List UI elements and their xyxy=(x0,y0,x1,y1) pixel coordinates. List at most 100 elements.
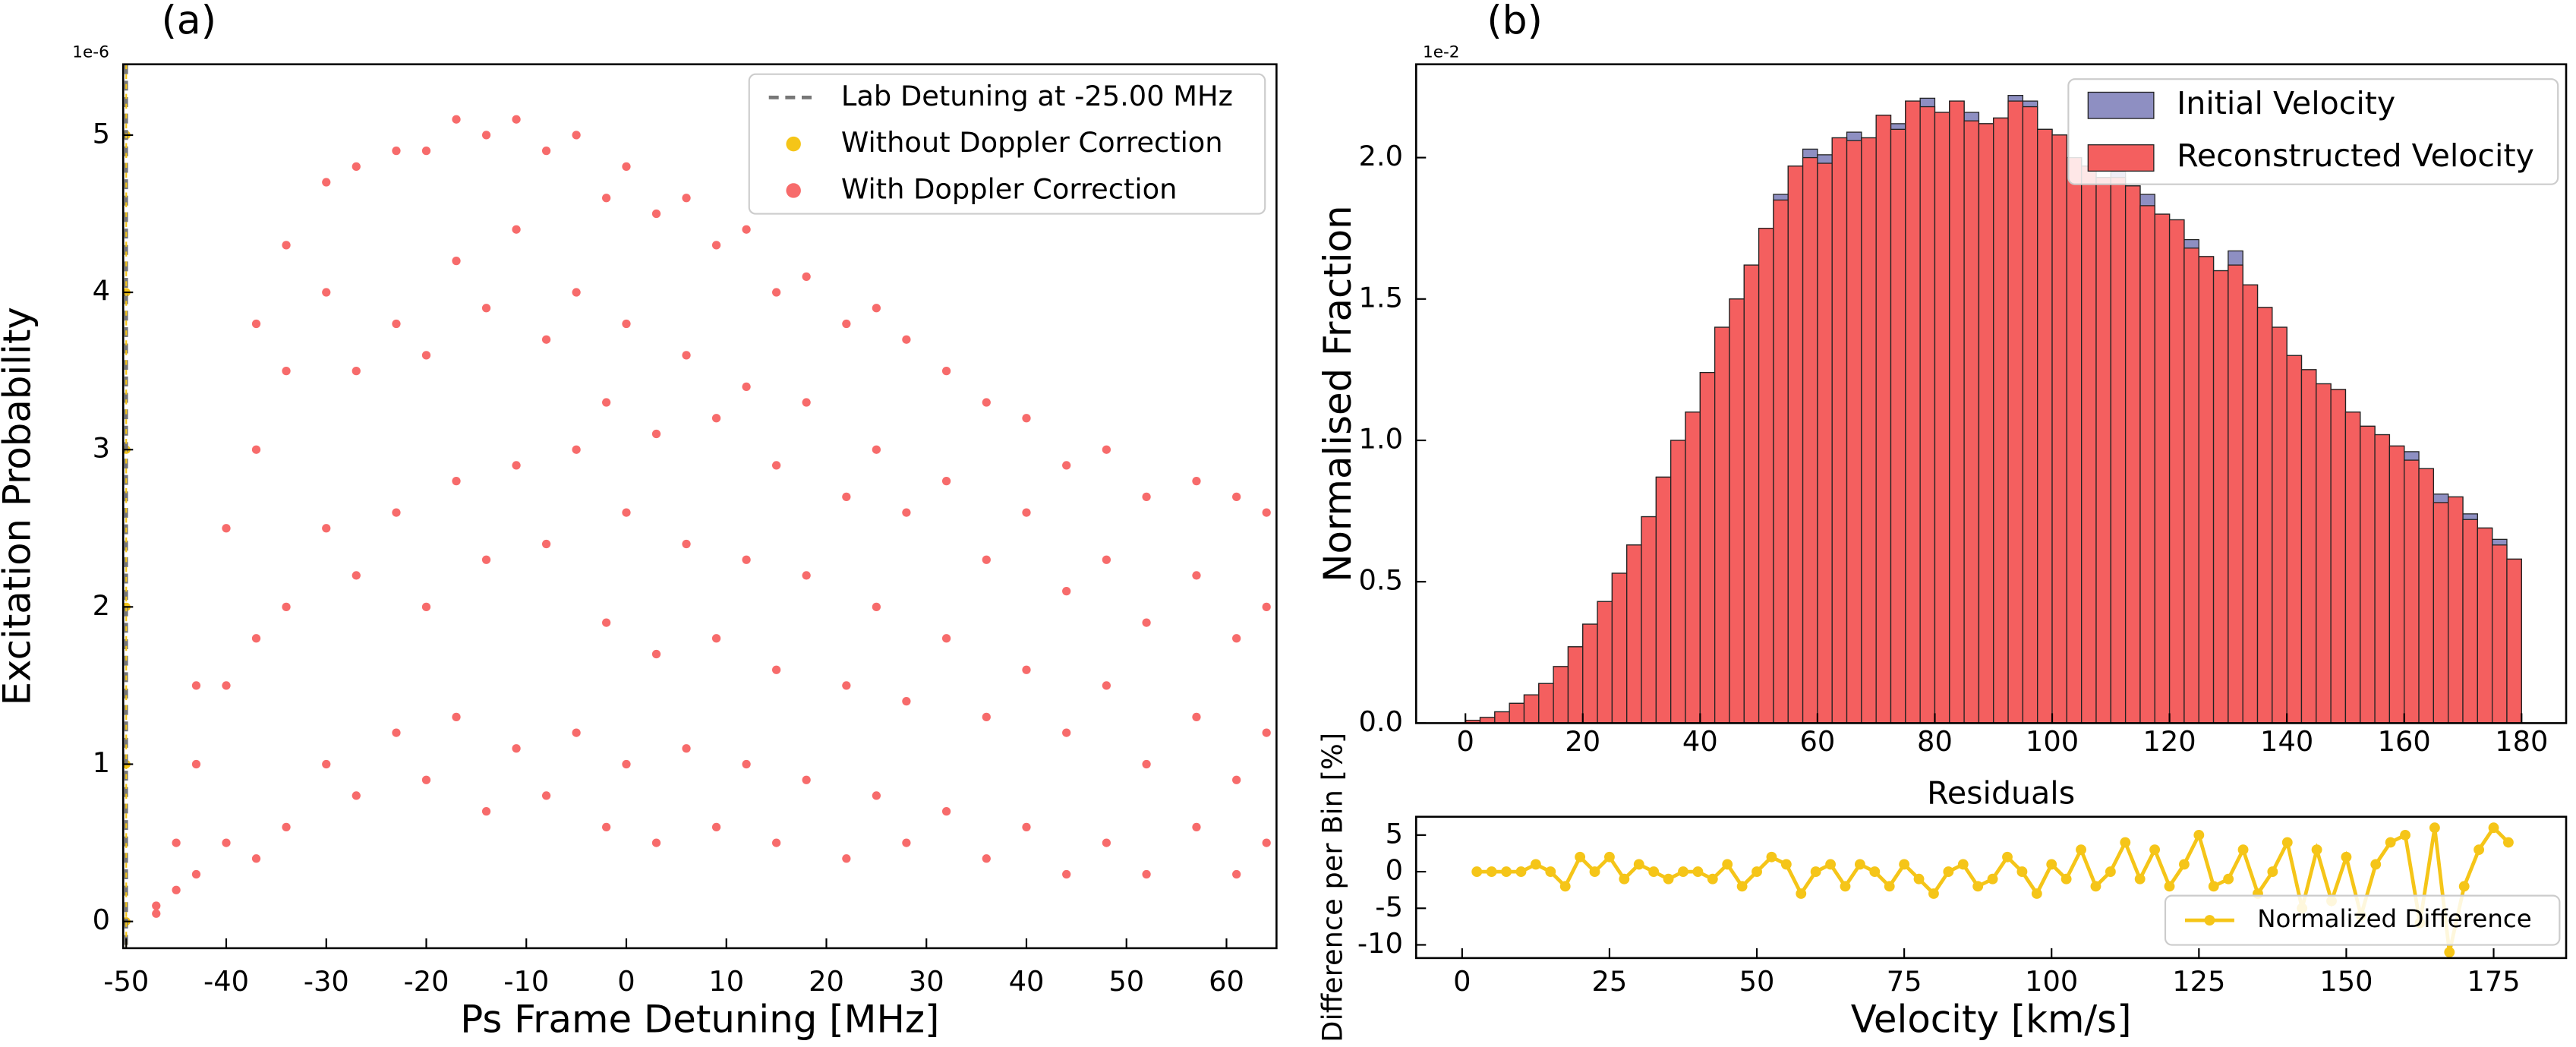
scatter-point xyxy=(1062,587,1071,596)
scatter-point xyxy=(152,909,161,918)
scatter-point xyxy=(392,319,401,329)
histogram-bar xyxy=(2388,445,2405,724)
scatter-point xyxy=(452,477,461,486)
scatter-point xyxy=(842,681,851,690)
scatter-point xyxy=(352,367,361,376)
x-tick-label: 175 xyxy=(2467,965,2520,998)
scatter-point xyxy=(711,634,721,643)
scatter-point xyxy=(1062,869,1071,879)
histogram-bar xyxy=(2242,284,2259,724)
histogram-bar xyxy=(1597,601,1613,724)
histogram-bar xyxy=(2095,177,2111,724)
scatter-point xyxy=(682,351,691,360)
scatter-point xyxy=(1262,728,1271,737)
histogram-bar xyxy=(1978,123,1994,724)
scatter-point xyxy=(622,508,631,517)
line-marker xyxy=(2208,881,2219,892)
scatter-point xyxy=(1192,571,1201,580)
histogram-bar xyxy=(2183,248,2199,724)
x-axis-label: Velocity [km/s] xyxy=(1851,998,2132,1042)
scatter-point xyxy=(1062,728,1071,737)
line-marker xyxy=(2046,859,2057,870)
scatter-point xyxy=(541,146,551,156)
scatter-point xyxy=(742,555,751,564)
scatter-point xyxy=(452,115,461,124)
scatter-point xyxy=(872,791,881,800)
y-tick-label: 0.0 xyxy=(1358,705,1402,738)
scatter-point xyxy=(682,744,691,753)
histogram-bar xyxy=(1743,264,1760,724)
x-tick-label: 80 xyxy=(1917,725,1953,758)
scatter-point xyxy=(191,869,201,879)
line-marker xyxy=(2016,866,2028,877)
scatter-point xyxy=(352,791,361,800)
histogram-bar xyxy=(2448,496,2464,724)
scatter-point xyxy=(282,241,291,250)
legend-label: Reconstructed Velocity xyxy=(2177,137,2534,174)
line-marker xyxy=(1810,866,1821,877)
scatter-point xyxy=(421,351,431,360)
panel-title: (b) xyxy=(1487,0,1542,44)
line-marker xyxy=(1780,859,1792,870)
line-marker xyxy=(1766,851,1777,863)
scatter-point xyxy=(322,759,331,769)
histogram-bar xyxy=(2051,134,2067,724)
scatter-point xyxy=(191,681,201,690)
scatter-point xyxy=(251,634,261,643)
panel: (a) 1e-6 Ps Frame Detuning [MHz] Excitation… xyxy=(0,0,1278,1042)
x-tick-label: -30 xyxy=(304,965,349,998)
x-tick-label: 75 xyxy=(1887,965,1922,998)
scatter-point xyxy=(322,178,331,187)
histogram-bar xyxy=(1773,199,1789,724)
y-tick-label: 0 xyxy=(1386,854,1403,887)
line-marker xyxy=(1840,881,1851,892)
histogram-bar xyxy=(1963,120,1980,724)
line-marker xyxy=(2076,844,2086,856)
legend-key xyxy=(2087,144,2155,172)
scatter-point xyxy=(602,398,611,407)
scatter-point xyxy=(802,398,811,407)
y-tick-label: 1.5 xyxy=(1358,281,1402,314)
scatter-point xyxy=(902,697,911,706)
scatter-point xyxy=(802,272,811,281)
offset-label: 1e-2 xyxy=(1423,43,1460,62)
histogram-bar xyxy=(2139,205,2155,724)
scatter-point xyxy=(251,445,261,454)
x-tick-label: 20 xyxy=(809,965,844,998)
line-marker xyxy=(2120,837,2131,848)
histogram-bar xyxy=(2198,256,2215,724)
scatter-point xyxy=(152,901,161,910)
scatter-point xyxy=(711,822,721,831)
y-tick-label: 0.5 xyxy=(1358,564,1402,597)
line-marker xyxy=(2281,837,2293,848)
y-axis-label: Difference per Bin [%] xyxy=(1316,733,1349,1042)
histogram-bar xyxy=(2344,412,2361,724)
histogram-bar xyxy=(1494,711,1510,724)
histogram-bar xyxy=(1685,412,1701,724)
line-marker xyxy=(2223,873,2234,885)
line-marker xyxy=(2429,822,2440,834)
scatter-point xyxy=(872,304,881,313)
scatter-point xyxy=(172,885,181,894)
x-tick-label: 30 xyxy=(909,965,944,998)
scatter-point xyxy=(481,304,491,313)
scatter-point xyxy=(651,429,661,439)
scatter-point xyxy=(1232,775,1241,784)
line-marker xyxy=(2164,881,2175,892)
histogram-bar xyxy=(2110,177,2127,724)
histogram-bar xyxy=(1655,476,1672,724)
line-marker xyxy=(1899,859,1910,870)
y-tick-label: 2.0 xyxy=(1358,140,1402,172)
line-marker xyxy=(2503,837,2514,848)
scatter-point xyxy=(541,791,551,800)
scatter-point xyxy=(481,131,491,140)
line-marker xyxy=(2031,888,2042,899)
scatter-point xyxy=(622,759,631,769)
histogram-bar xyxy=(2022,106,2038,724)
scatter-point xyxy=(251,854,261,863)
scatter-point xyxy=(622,319,631,329)
scatter-point xyxy=(902,838,911,847)
line-marker xyxy=(1884,881,1895,892)
legend-label: With Doppler Correction xyxy=(841,172,1177,205)
histogram-bar xyxy=(1831,137,1848,724)
